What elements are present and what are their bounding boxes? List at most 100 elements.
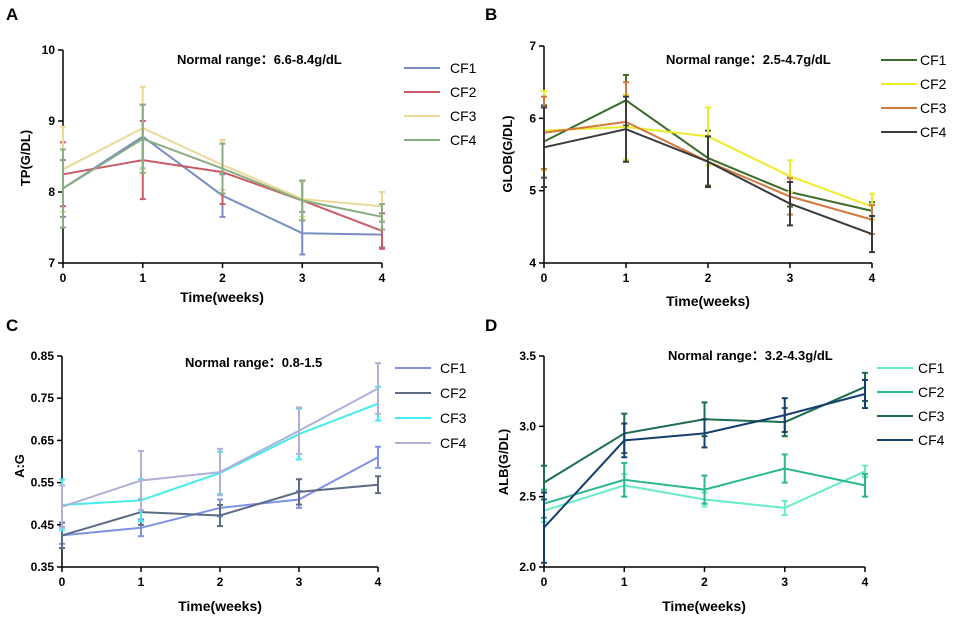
series-line-a-cf4 <box>62 137 383 218</box>
plot-area-a <box>60 85 385 256</box>
legend-a: CF1 CF2 CF3 CF4 <box>404 60 477 148</box>
x-tick-label-c: 4 <box>375 575 382 589</box>
y-tick-label-b: 5 <box>529 184 536 198</box>
panel-letter-c: C <box>6 316 18 335</box>
legend-b: CF1 CF2 CF3 CF4 <box>881 52 947 140</box>
x-tick-label-a: 2 <box>219 271 226 285</box>
legend-label-c-cf4: CF4 <box>440 435 467 451</box>
legend-label-a-cf3: CF3 <box>450 108 477 124</box>
legend-label-d-cf3: CF3 <box>918 408 945 424</box>
x-tick-label-a: 1 <box>139 271 146 285</box>
x-axis-label-d: Time(weeks) <box>662 598 746 614</box>
y-tick-label-b: 4 <box>529 256 536 270</box>
y-tick-label-a: 9 <box>48 114 55 128</box>
error-bar-d-cf2 <box>862 473 868 498</box>
y-axis-label-d: ALB(G/DL) <box>496 429 511 495</box>
y-axis-label-b: GLOB(G/DL) <box>500 115 515 192</box>
y-tick-label-c: 0.65 <box>31 433 55 447</box>
legend-label-c-cf1: CF1 <box>440 360 467 376</box>
error-bar-a-cf4 <box>60 148 66 229</box>
series-d-cf4 <box>541 378 868 564</box>
series-c-cf4 <box>59 362 381 529</box>
y-tick-label-d: 2.5 <box>519 490 536 504</box>
y-tick-label-c: 0.55 <box>31 476 55 490</box>
y-tick-label-d: 2.0 <box>519 560 536 574</box>
axes-c: 0.35 0.45 0.55 0.65 0.75 0.85 0 1 2 3 4 <box>31 349 382 589</box>
legend-label-d-cf4: CF4 <box>918 432 945 448</box>
legend-label-c-cf3: CF3 <box>440 410 467 426</box>
x-axis-label-b: Time(weeks) <box>666 293 750 309</box>
legend-c: CF1 CF2 CF3 CF4 <box>395 360 467 451</box>
x-tick-label-d: 1 <box>621 575 628 589</box>
series-line-c-cf4 <box>61 387 379 508</box>
legend-label-a-cf4: CF4 <box>450 132 477 148</box>
x-axis-label-a: Time(weeks) <box>180 289 264 305</box>
x-tick-label-d: 2 <box>701 575 708 589</box>
y-tick-label-c: 0.75 <box>31 391 55 405</box>
panel-c: C A:G Normal range：0.8-1.5 Time(weeks) 0… <box>6 316 467 614</box>
x-tick-label-c: 3 <box>296 575 303 589</box>
y-tick-label-a: 7 <box>48 256 55 270</box>
series-line-d-cf4 <box>543 393 866 529</box>
y-tick-label-c: 0.35 <box>31 560 55 574</box>
legend-label-b-cf3: CF3 <box>920 100 947 116</box>
legend-label-b-cf4: CF4 <box>920 124 947 140</box>
error-bar-d-cf4 <box>862 378 868 410</box>
legend-label-c-cf2: CF2 <box>440 385 467 401</box>
y-tick-label-a: 10 <box>42 43 56 57</box>
y-tick-label-d: 3.0 <box>519 419 536 433</box>
x-tick-label-b: 1 <box>623 271 630 285</box>
x-tick-label-b: 4 <box>869 271 876 285</box>
legend-label-d-cf1: CF1 <box>918 360 945 376</box>
plot-area-d <box>541 371 868 564</box>
x-tick-label-c: 1 <box>138 575 145 589</box>
x-tick-label-b: 0 <box>541 271 548 285</box>
y-tick-label-a: 8 <box>48 185 55 199</box>
panel-letter-b: B <box>485 5 497 24</box>
x-tick-label-d: 3 <box>781 575 788 589</box>
x-tick-label-a: 4 <box>379 271 386 285</box>
plot-area-b <box>541 73 875 254</box>
y-tick-label-c: 0.85 <box>31 349 55 363</box>
panel-b: B GLOB(G/DL) Normal range：2.5-4.7g/dL Ti… <box>485 5 947 309</box>
series-line-b-cf4 <box>543 128 873 236</box>
legend-label-a-cf2: CF2 <box>450 84 477 100</box>
x-axis-label-c: Time(weeks) <box>178 598 262 614</box>
error-bar-c-cf4 <box>375 362 381 415</box>
x-tick-label-b: 3 <box>787 271 794 285</box>
panel-letter-a: A <box>6 5 18 24</box>
normal-range-a: Normal range：6.6-8.4g/dL <box>177 52 342 67</box>
error-bar-d-cf4 <box>541 491 547 564</box>
y-axis-label-c: A:G <box>12 454 27 478</box>
x-tick-label-a: 0 <box>60 271 67 285</box>
x-tick-label-a: 3 <box>299 271 306 285</box>
normal-range-b: Normal range：2.5-4.7g/dL <box>666 52 831 67</box>
axes-d: 2.0 2.5 3.0 3.5 0 1 2 3 4 <box>519 349 868 589</box>
y-tick-label-b: 6 <box>529 111 536 125</box>
error-bar-c-cf1 <box>375 445 381 469</box>
y-tick-label-b: 7 <box>529 39 536 53</box>
series-b-cf4 <box>541 95 875 254</box>
x-tick-label-c: 0 <box>59 575 66 589</box>
panel-d: D ALB(G/DL) Normal range：3.2-4.3g/dL Tim… <box>485 316 945 614</box>
series-line-d-cf2 <box>543 467 866 505</box>
legend-label-b-cf2: CF2 <box>920 76 947 92</box>
panel-a: A TP(G/DL) Normal range：6.6-8.4g/dL Time… <box>6 5 477 305</box>
x-tick-label-d: 4 <box>862 575 869 589</box>
legend-label-b-cf1: CF1 <box>920 52 947 68</box>
legend-label-d-cf2: CF2 <box>918 384 945 400</box>
axes-a: 7 8 9 10 0 1 2 3 4 <box>42 43 386 285</box>
series-line-c-cf2 <box>61 483 379 537</box>
series-d-cf2 <box>541 453 868 519</box>
series-a-cf4 <box>60 103 385 231</box>
legend-label-a-cf1: CF1 <box>450 60 477 76</box>
panel-letter-d: D <box>485 316 497 335</box>
error-bar-a-cf4 <box>379 203 385 231</box>
normal-range-d: Normal range：3.2-4.3g/dL <box>668 348 833 363</box>
y-tick-label-c: 0.45 <box>31 518 55 532</box>
axes-b: 4 5 6 7 0 1 2 3 4 <box>529 39 875 285</box>
x-tick-label-c: 2 <box>217 575 224 589</box>
legend-d: CF1 CF2 CF3 CF4 <box>877 360 945 448</box>
plot-area-c <box>59 362 381 550</box>
